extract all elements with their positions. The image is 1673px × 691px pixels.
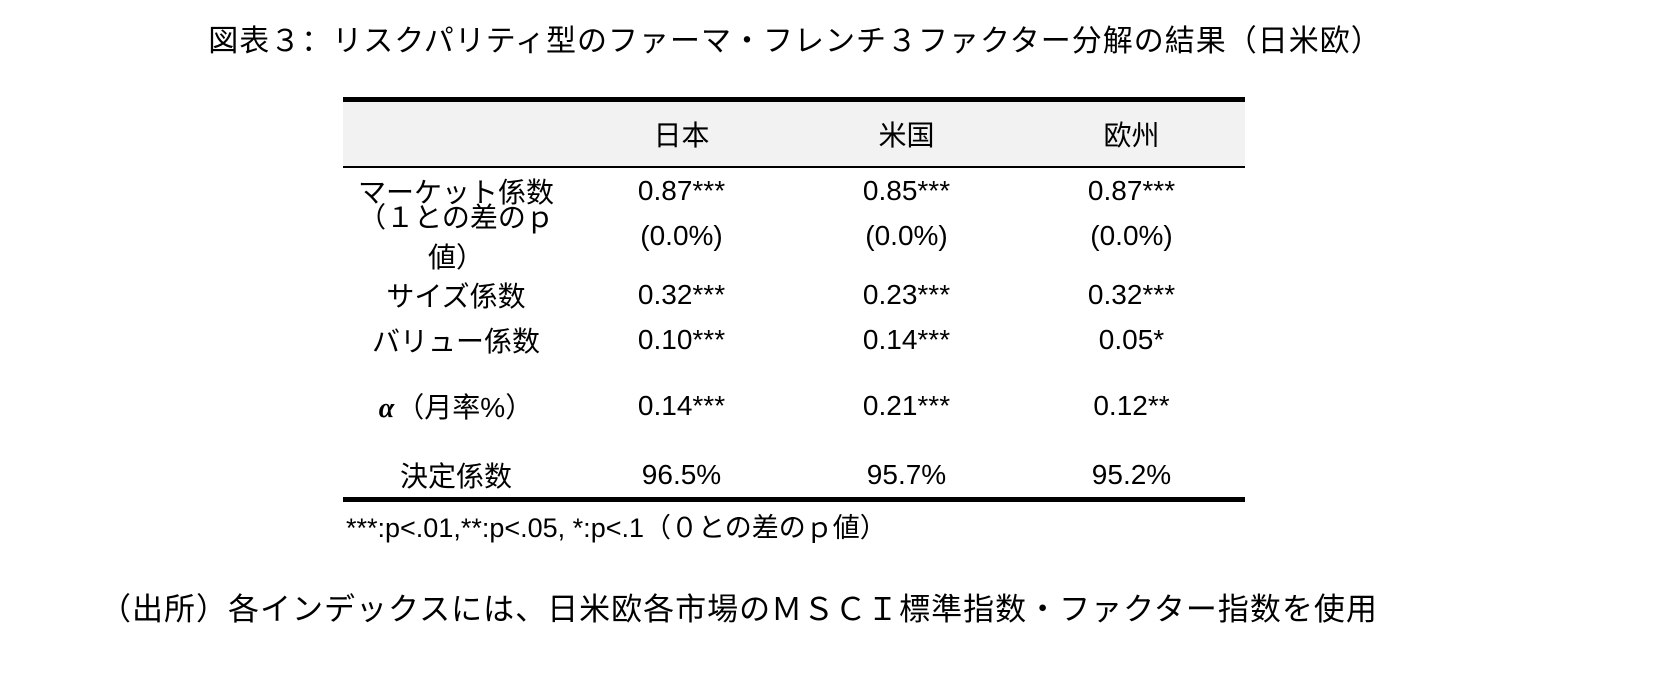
value-cell: 0.12** [1093,389,1170,421]
value-cell: 0.32*** [1087,278,1176,310]
source-note: （出所）各インデックスには、日米欧各市場のＭＳＣＩ標準指数・ファクター指数を使用 [100,592,1378,627]
table-row-r-squared: 決定係数 96.5% 95.7% 95.2% [343,452,1245,497]
value-cell: 0.87*** [637,174,726,206]
value-cell: 0.85*** [862,174,951,206]
value-cell: 95.7% [866,458,947,490]
figure-title: 図表３：リスクパリティ型のファーマ・フレンチ３ファクター分解の結果（日米欧） [208,25,1382,58]
table-row-market-beta: マーケット係数 0.87*** 0.85*** 0.87*** [343,168,1245,213]
value-cell: (0.0%) [865,219,948,251]
value-cell: 0.87*** [1087,174,1176,206]
row-label: バリュー係数 [371,325,540,357]
row-label: 決定係数 [399,460,512,492]
header-us: 米国 [878,120,935,151]
row-label: （１との差のｐ値） [358,201,554,273]
table-row-value-beta: バリュー係数 0.10*** 0.14*** 0.05* [343,317,1245,362]
table-row-size-beta: サイズ係数 0.32*** 0.23*** 0.32*** [343,272,1245,317]
value-cell: 0.05* [1098,323,1165,355]
value-cell: 0.14*** [637,389,726,421]
value-cell: 0.21*** [862,389,951,421]
value-cell: 0.32*** [637,278,726,310]
value-cell: 0.14*** [862,323,951,355]
alpha-symbol: α [378,392,395,424]
header-europe: 欧州 [1103,120,1160,151]
row-label: サイズ係数 [386,280,526,312]
value-cell: 0.10*** [637,323,726,355]
value-cell: 0.23*** [862,278,951,310]
header-japan: 日本 [653,120,710,151]
value-cell: 96.5% [641,458,722,490]
table-header-row: 日本 米国 欧州 [343,102,1245,168]
significance-footnote: ***:p<.01,**:p<.05, *:p<.1（０との差のｐ値） [346,513,887,543]
table-row-pvalue-vs-one: （１との差のｐ値） (0.0%) (0.0%) (0.0%) [343,202,1245,273]
row-label: α（月率%） [343,386,569,426]
value-cell: (0.0%) [640,219,723,251]
alpha-label-rest: （月率%） [396,391,534,423]
results-table: 日本 米国 欧州 マーケット係数 0.87*** 0.85*** 0.87***… [343,97,1245,502]
row-label: マーケット係数 [357,176,554,208]
value-cell: (0.0%) [1090,219,1173,251]
value-cell: 95.2% [1091,458,1172,490]
table-row-alpha: α（月率%） 0.14*** 0.21*** 0.12** [343,383,1245,428]
table-body: マーケット係数 0.87*** 0.85*** 0.87*** （１との差のｐ値… [343,168,1245,497]
